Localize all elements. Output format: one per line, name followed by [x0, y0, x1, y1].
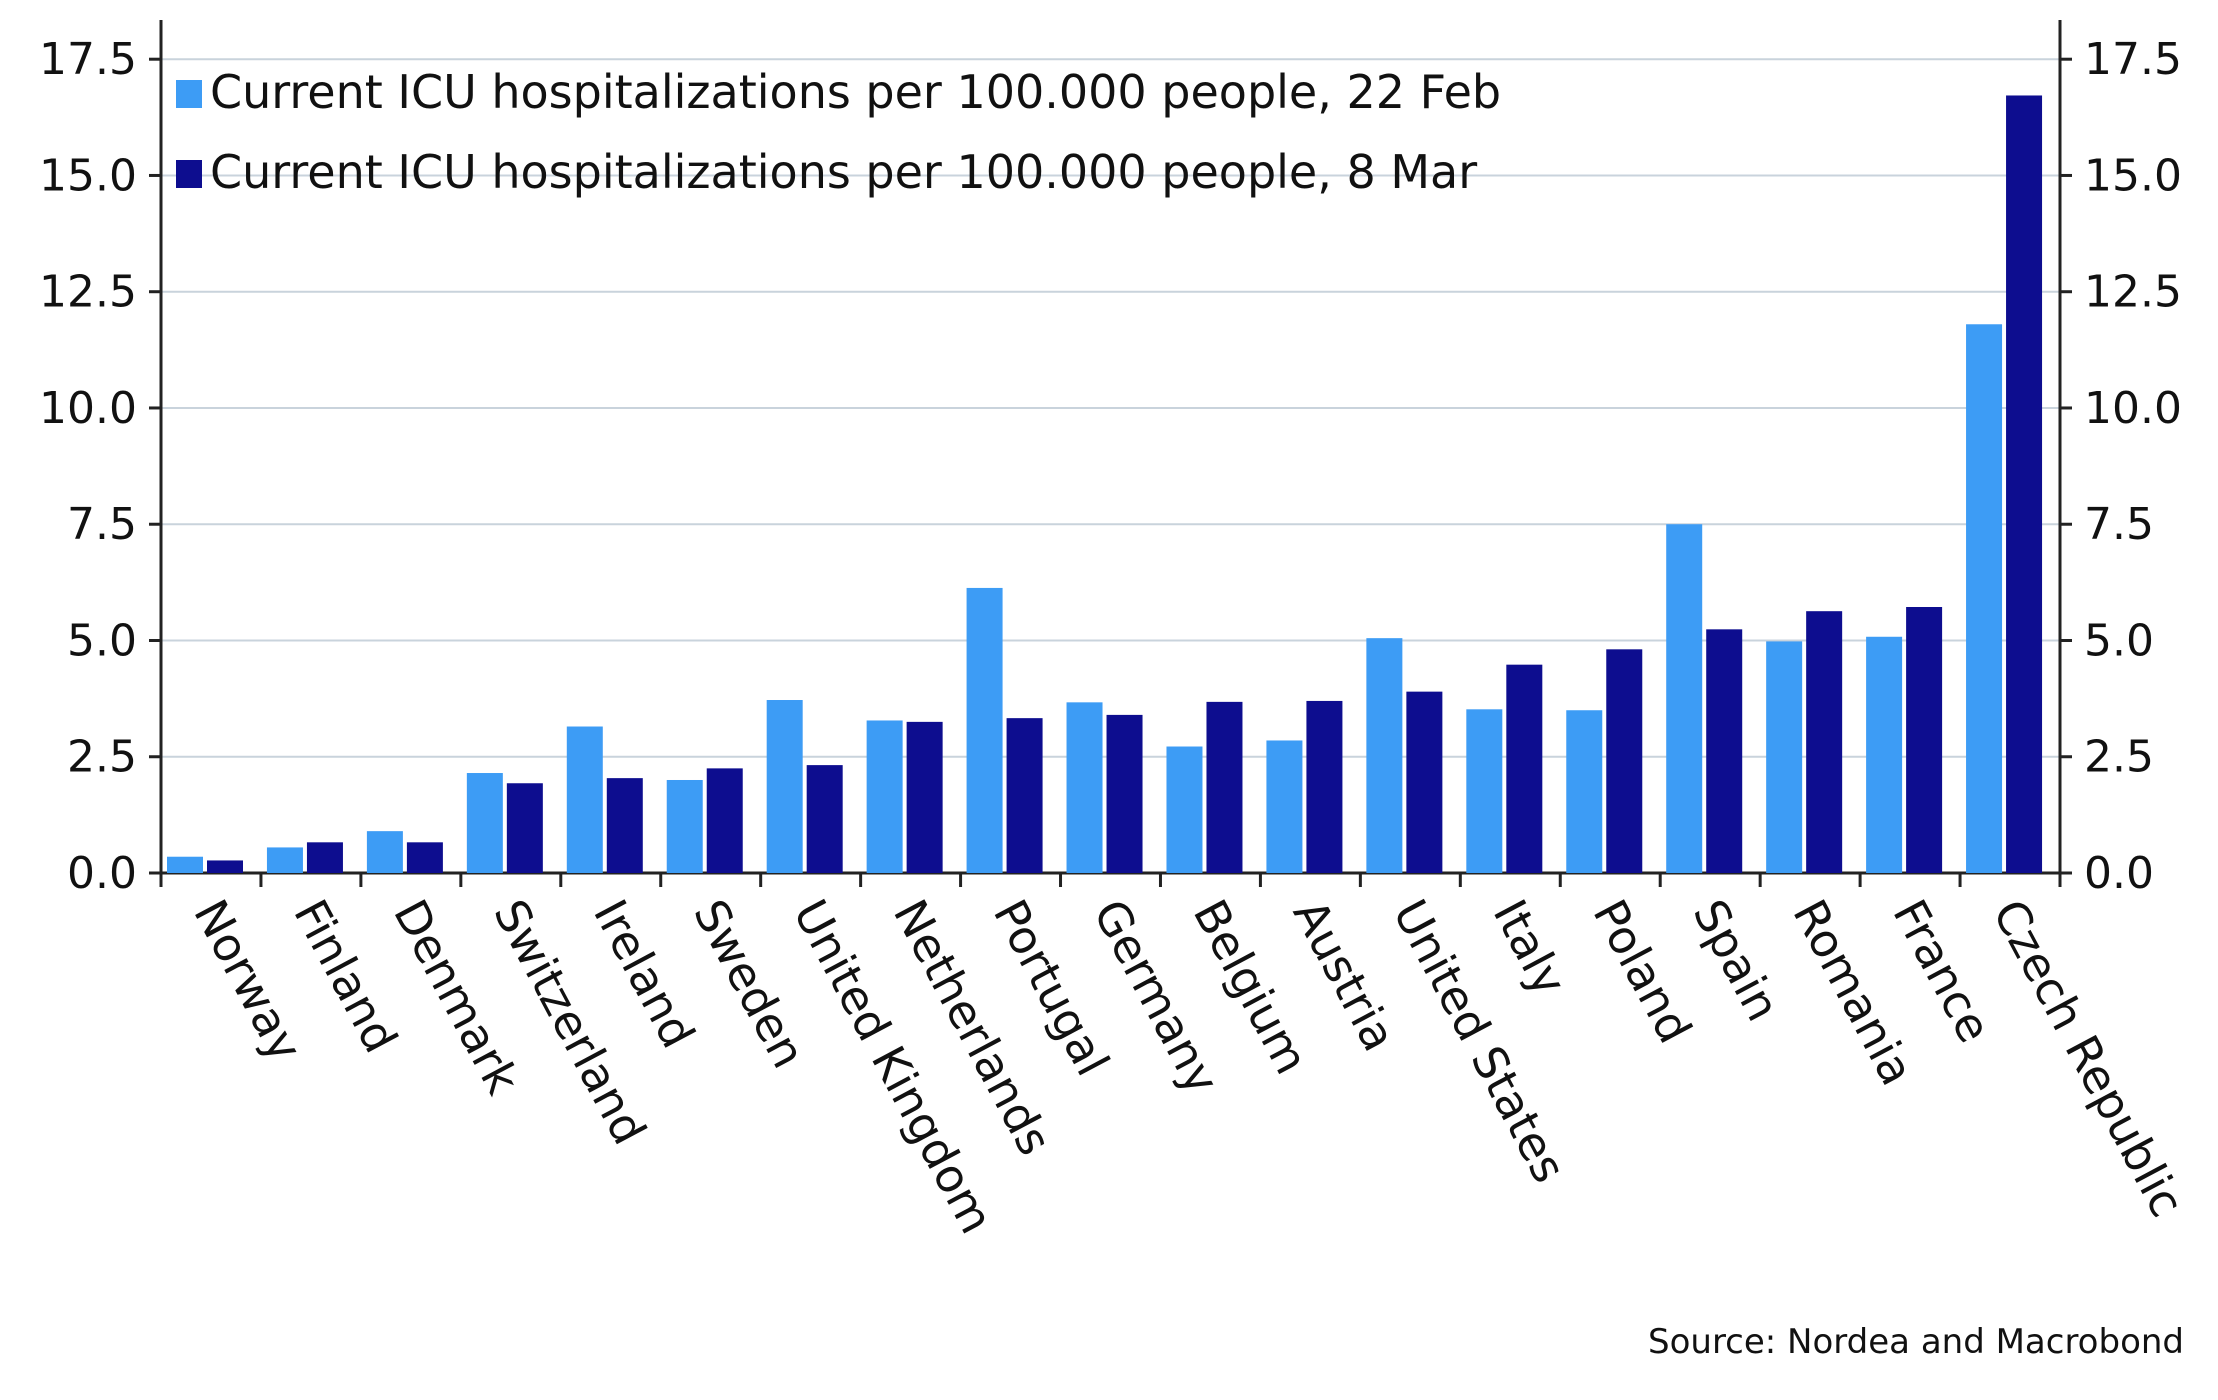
legend-label-0: Current ICU hospitalizations per 100.000…	[210, 65, 1501, 119]
bar-feb22-poland	[1566, 710, 1603, 873]
bar-mar8-portugal	[1006, 718, 1043, 873]
bar-feb22-italy	[1466, 709, 1503, 873]
bar-feb22-portugal	[966, 587, 1003, 873]
y-tick-label-right-0: 0.0	[2084, 848, 2154, 899]
bar-mar8-sweden	[706, 768, 743, 873]
y-tick-label-left-1: 2.5	[67, 732, 137, 783]
bar-mar8-denmark	[406, 842, 443, 873]
bar-feb22-france	[1866, 636, 1903, 873]
y-tick-label-right-4: 10.0	[2084, 383, 2182, 434]
y-tick-label-right-1: 2.5	[2084, 732, 2154, 783]
source-note: Source: Nordea and Macrobond	[1648, 1322, 2184, 1362]
bar-feb22-germany	[1066, 702, 1103, 873]
bar-mar8-spain	[1706, 629, 1743, 873]
bar-mar8-united-states	[1406, 691, 1443, 873]
x-category-label-czech-republic: Czech Republic	[1982, 891, 2194, 1226]
bar-feb22-belgium	[1166, 746, 1203, 873]
bar-mar8-poland	[1606, 649, 1643, 873]
bar-feb22-finland	[266, 847, 303, 873]
bar-mar8-austria	[1306, 700, 1343, 873]
bar-mar8-germany	[1106, 714, 1143, 873]
y-tick-label-left-6: 15.0	[39, 150, 137, 201]
bar-mar8-italy	[1506, 664, 1543, 873]
bar-mar8-romania	[1806, 611, 1843, 873]
bar-mar8-norway	[207, 860, 243, 873]
bar-feb22-czech-republic	[1966, 324, 2003, 873]
bar-mar8-switzerland	[506, 783, 543, 873]
y-tick-label-right-6: 15.0	[2084, 150, 2182, 201]
bar-feb22-spain	[1666, 524, 1703, 873]
bar-mar8-czech-republic	[2006, 95, 2043, 874]
y-tick-label-right-2: 5.0	[2084, 615, 2154, 666]
y-tick-label-right-7: 17.5	[2084, 34, 2182, 85]
bar-feb22-united-states	[1366, 638, 1403, 873]
bar-mar8-belgium	[1206, 701, 1243, 873]
bar-mar8-finland	[306, 842, 343, 873]
bar-mar8-united-kingdom	[806, 765, 843, 873]
y-tick-label-left-4: 10.0	[39, 383, 137, 434]
bar-feb22-sweden	[666, 779, 703, 873]
legend-swatch-0	[176, 80, 202, 108]
bar-feb22-norway	[167, 856, 203, 873]
bar-feb22-ireland	[566, 726, 603, 873]
bar-feb22-switzerland	[466, 773, 503, 873]
legend-swatch-1	[176, 160, 202, 188]
bar-mar8-ireland	[606, 778, 643, 873]
y-tick-label-left-2: 5.0	[67, 615, 137, 666]
bar-mar8-france	[1906, 607, 1943, 873]
y-tick-label-left-3: 7.5	[67, 499, 137, 550]
y-tick-label-left-7: 17.5	[39, 34, 137, 85]
y-tick-label-left-0: 0.0	[67, 848, 137, 899]
bar-feb22-austria	[1266, 740, 1303, 873]
bar-mar8-netherlands	[906, 721, 943, 873]
y-tick-label-right-5: 12.5	[2084, 267, 2182, 318]
y-tick-label-left-5: 12.5	[39, 267, 137, 318]
x-category-label-spain: Spain	[1682, 891, 1790, 1030]
bar-feb22-united-kingdom	[766, 700, 803, 873]
bar-feb22-denmark	[366, 831, 403, 873]
bar-feb22-netherlands	[866, 720, 903, 873]
x-category-label-italy: Italy	[1483, 891, 1578, 1004]
bar-feb22-romania	[1766, 641, 1803, 873]
y-tick-label-right-3: 7.5	[2084, 499, 2154, 550]
legend-label-1: Current ICU hospitalizations per 100.000…	[210, 145, 1477, 199]
